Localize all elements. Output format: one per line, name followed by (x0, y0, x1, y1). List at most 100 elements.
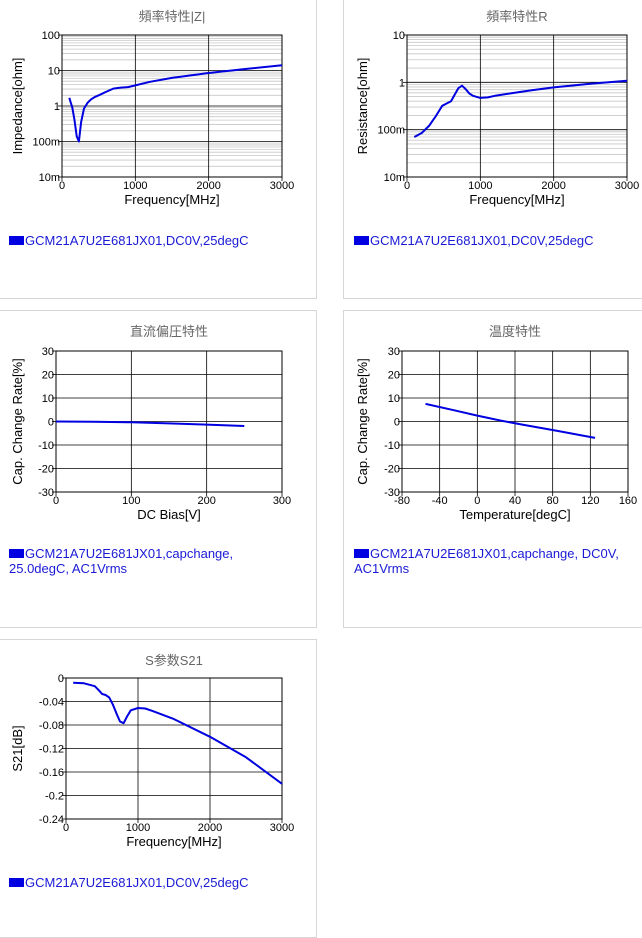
y-tick-label: 10 (42, 393, 54, 405)
legend-temperature: GCM21A7U2E681JX01,capchange, DC0V, AC1Vr… (354, 546, 639, 576)
x-tick-label: 40 (509, 495, 521, 507)
chart-title-resistance: 頻率特性R (486, 9, 547, 24)
chart-panel-impedance: 頻率特性|Z| 10m 100m 1 10 100 0 1000 2000 3000 Frequen… (0, 0, 317, 299)
chart-panel-resistance: 頻率特性R 10m 100m 1 10 0 1000 2000 3000 Frequency[MH… (343, 0, 642, 299)
x-tick-label: 3000 (615, 180, 639, 192)
y-tick-label: 10m (384, 172, 405, 184)
x-tick-label: 2000 (198, 822, 222, 834)
y-tick-label: 10m (39, 172, 60, 184)
y-axis-label-s21: S21[dB] (10, 725, 25, 771)
y-tick-label: -0.2 (45, 791, 64, 803)
y-tick-label: -30 (38, 487, 54, 499)
plot-frame-s21 (65, 677, 283, 820)
legend-text-resistance: GCM21A7U2E681JX01,DC0V,25degC (370, 233, 594, 248)
y-axis-label-resistance: Resistance[ohm] (355, 58, 370, 155)
y-axis-label-dc-bias: Cap. Change Rate[%] (10, 358, 25, 484)
y-tick-label: 0 (394, 417, 400, 429)
chart-title-impedance: 頻率特性|Z| (139, 9, 206, 24)
y-tick-label: 20 (388, 370, 400, 382)
chart-title-s21: S参数S21 (145, 653, 203, 668)
legend-impedance: GCM21A7U2E681JX01,DC0V,25degC (9, 233, 309, 248)
x-axis-label-s21: Frequency[MHz] (126, 834, 221, 849)
legend-s21: GCM21A7U2E681JX01,DC0V,25degC (9, 875, 309, 890)
minor-grid-impedance (62, 36, 282, 167)
plot-frame-temperature (401, 350, 629, 493)
plot-frame-resistance (406, 34, 628, 178)
x-tick-label: 0 (59, 180, 65, 192)
series-line-resistance (413, 79, 628, 138)
x-tick-label: -40 (432, 495, 448, 507)
y-tick-label: -20 (38, 464, 54, 476)
x-tick-label: 2000 (541, 180, 565, 192)
y-tick-label: 100 (42, 30, 60, 42)
x-tick-label: 2000 (196, 180, 220, 192)
y-tick-label: 20 (42, 370, 54, 382)
y-axis-label-impedance: Impedance[ohm] (10, 58, 25, 155)
chart-s21: S参数S21 -0.24 -0.2 -0.16 -0.12 -0.08 -0.04 0 0 100… (10, 653, 294, 849)
x-axis-label-impedance: Frequency[MHz] (124, 192, 219, 207)
x-tick-label: 0 (474, 495, 480, 507)
y-tick-label: 30 (388, 346, 400, 358)
x-tick-label: 160 (619, 495, 637, 507)
y-tick-label: -0.16 (39, 767, 64, 779)
x-tick-label: -80 (394, 495, 410, 507)
y-tick-label: 100m (377, 125, 405, 137)
legend-swatch-resistance (354, 236, 369, 245)
y-tick-label: 1 (399, 77, 405, 89)
y-tick-label: -0.04 (39, 697, 64, 709)
legend-text-dc-bias: GCM21A7U2E681JX01,capchange, 25.0degC, A… (9, 546, 234, 576)
y-tick-label: 10 (48, 66, 60, 78)
x-tick-label: 0 (53, 495, 59, 507)
legend-dc-bias: GCM21A7U2E681JX01,capchange, 25.0degC, A… (9, 546, 259, 576)
legend-swatch-impedance (9, 236, 24, 245)
legend-swatch-s21 (9, 878, 24, 887)
chart-resistance: 頻率特性R 10m 100m 1 10 0 1000 2000 3000 Frequency[MH… (355, 9, 639, 207)
y-axis-label-temperature: Cap. Change Rate[%] (355, 358, 370, 484)
y-tick-label: -0.12 (39, 744, 64, 756)
chart-panel-temperature: 温度特性 -30 -20 -10 0 10 20 30 -80 -40 0 40 80 120 160 Tem… (343, 310, 642, 628)
legend-swatch-temperature (354, 549, 369, 558)
series-line-dc-bias (55, 420, 245, 427)
y-tick-label: -10 (384, 440, 400, 452)
x-axis-label-dc-bias: DC Bias[V] (137, 507, 201, 522)
major-grid-resistance (403, 34, 628, 181)
chart-title-temperature: 温度特性 (489, 324, 541, 339)
series-line-temperature (425, 402, 596, 439)
x-tick-label: 120 (581, 495, 599, 507)
x-tick-label: 0 (404, 180, 410, 192)
series-line-impedance (68, 64, 283, 143)
x-axis-label-temperature: Temperature[degC] (459, 507, 570, 522)
chart-temperature: 温度特性 -30 -20 -10 0 10 20 30 -80 -40 0 40 80 120 160 Tem… (355, 324, 637, 522)
legend-text-s21: GCM21A7U2E681JX01,DC0V,25degC (25, 875, 249, 890)
legend-swatch-dc-bias (9, 549, 24, 558)
y-tick-label: -30 (384, 487, 400, 499)
legend-text-impedance: GCM21A7U2E681JX01,DC0V,25degC (25, 233, 249, 248)
minor-grid-resistance (407, 36, 627, 164)
x-tick-label: 300 (273, 495, 291, 507)
y-tick-label: 0 (58, 673, 64, 685)
y-tick-label: 10 (388, 393, 400, 405)
chart-panel-dc-bias: 直流偏圧特性 -30 -20 -10 0 10 20 30 0 100 200 300 DC Bias[… (0, 310, 317, 628)
legend-resistance: GCM21A7U2E681JX01,DC0V,25degC (354, 233, 639, 248)
chart-panel-s21: S参数S21 -0.24 -0.2 -0.16 -0.12 -0.08 -0.04 0 0 100… (0, 639, 317, 938)
x-axis-label-resistance: Frequency[MHz] (469, 192, 564, 207)
x-tick-label: 1000 (123, 180, 147, 192)
plot-frame-impedance (61, 34, 283, 178)
x-tick-label: 80 (547, 495, 559, 507)
y-tick-label: -0.08 (39, 720, 64, 732)
x-tick-label: 3000 (270, 180, 294, 192)
y-tick-label: 1 (54, 101, 60, 113)
y-tick-label: -10 (38, 440, 54, 452)
x-tick-label: 0 (63, 822, 69, 834)
chart-title-dc-bias: 直流偏圧特性 (130, 324, 208, 339)
x-tick-label: 1000 (468, 180, 492, 192)
series-line-s21 (73, 681, 283, 785)
y-tick-label: 100m (32, 137, 60, 149)
y-tick-label: 10 (393, 30, 405, 42)
major-grid-s21 (62, 677, 283, 823)
x-tick-label: 200 (197, 495, 215, 507)
legend-text-temperature: GCM21A7U2E681JX01,capchange, DC0V, AC1Vr… (354, 546, 619, 576)
x-tick-label: 3000 (270, 822, 294, 834)
